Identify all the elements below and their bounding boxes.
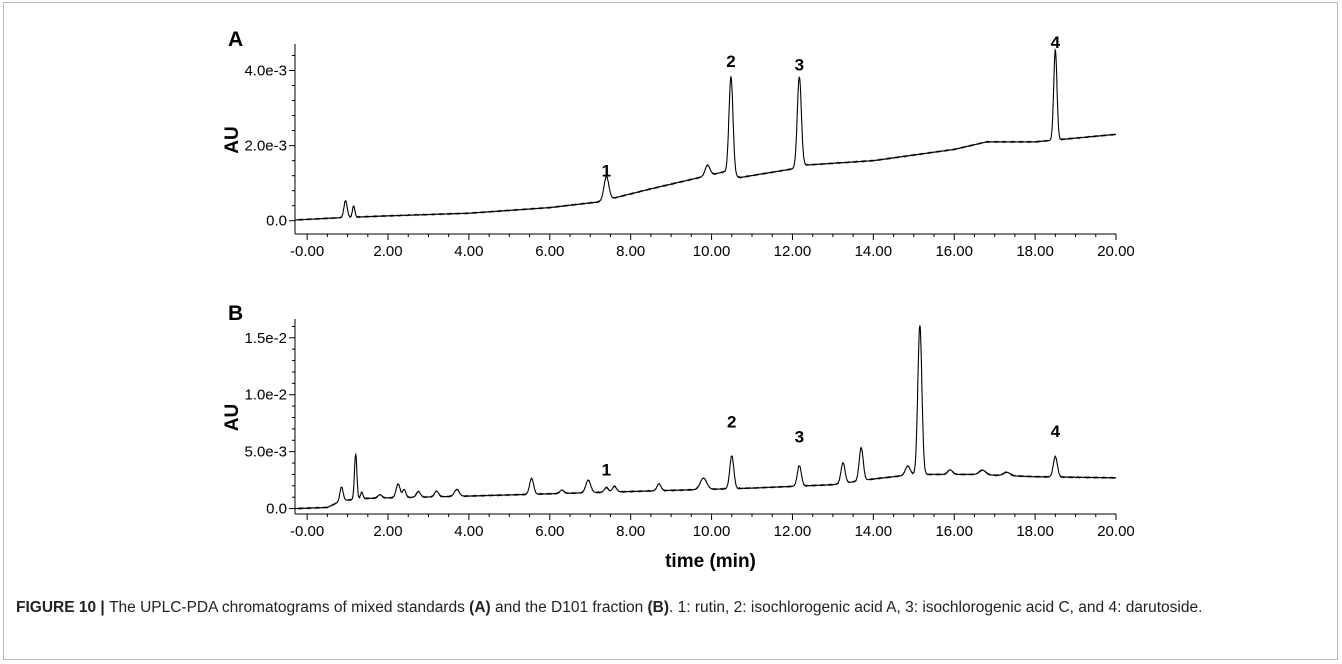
x-tick-label: 8.00 — [616, 243, 645, 260]
chromatogram-trace — [295, 325, 1117, 510]
x-tick-label: 2.00 — [373, 523, 402, 540]
x-tick-label: 14.00 — [855, 523, 893, 540]
chromatogram-figure: A-0.00 2.00 4.00 6.00 8.00 10.00 12.00 14.00 16.… — [222, 28, 1135, 572]
x-tick-label: 18.00 — [1016, 243, 1054, 260]
caption-ref-b: (B) — [647, 599, 670, 616]
y-tick-label: 0.0 — [266, 213, 287, 230]
panel-label: A — [228, 28, 243, 51]
x-tick-label: 10.00 — [693, 523, 731, 540]
x-tick-label: 12.00 — [774, 243, 812, 260]
y-tick-label: 0.0 — [266, 501, 287, 518]
y-tick-label: 1.5e-2 — [244, 330, 287, 347]
peak-label: 4 — [1051, 33, 1061, 52]
x-tick-label: -0.00 — [290, 243, 324, 260]
caption-label: FIGURE 10 — [16, 599, 97, 616]
caption-text-2: and the D101 fraction — [490, 599, 648, 616]
y-tick-label: 1.0e-2 — [244, 387, 287, 404]
figure-frame — [3, 2, 1338, 660]
x-tick-label: 20.00 — [1097, 523, 1135, 540]
panel-b-chart: B -0.00 2.00 4.00 6.00 8.00 10.00 12.00 14.00 16.… — [222, 302, 1135, 572]
x-tick-label: 16.00 — [935, 243, 973, 260]
peak-label: 3 — [795, 428, 804, 447]
x-tick-label: 6.00 — [535, 523, 564, 540]
x-tick-label: 14.00 — [855, 243, 893, 260]
caption-ref-a: (A) — [469, 599, 491, 616]
x-tick-label: 4.00 — [454, 243, 483, 260]
caption-text-3: . 1: rutin, 2: isochlorogenic acid A, 3:… — [669, 599, 1203, 616]
x-tick-label: 20.00 — [1097, 243, 1135, 260]
y-axis-label: AU — [222, 126, 243, 153]
x-tick-label: 10.00 — [693, 243, 731, 260]
peak-label: 4 — [1051, 422, 1061, 441]
peak-label: 1 — [602, 161, 611, 180]
caption-text-1: The UPLC-PDA chromatograms of mixed stan… — [109, 599, 470, 616]
panel-a-chart: A -0.00 2.00 4.00 6.00 8.00 10.00 12.00 14.00 16.… — [222, 28, 1135, 260]
chromatogram-trace — [295, 47, 1117, 222]
panel-label: B — [228, 302, 243, 325]
x-tick-label: 6.00 — [535, 243, 564, 260]
caption-separator: | — [96, 599, 110, 616]
figure-caption: FIGURE 10 | The UPLC-PDA chromatograms o… — [16, 597, 1326, 619]
x-tick-label: 12.00 — [774, 523, 812, 540]
x-tick-label: 16.00 — [935, 523, 973, 540]
y-axis-label: AU — [222, 404, 243, 431]
peak-label: 1 — [602, 461, 611, 480]
x-tick-label: 4.00 — [454, 523, 483, 540]
x-tick-label: 8.00 — [616, 523, 645, 540]
x-axis-label: time (min) — [665, 551, 756, 572]
peak-label: 2 — [726, 52, 735, 71]
x-tick-label: 2.00 — [373, 243, 402, 260]
x-tick-label: -0.00 — [290, 523, 324, 540]
peak-label: 2 — [727, 413, 736, 432]
y-tick-label: 2.0e-3 — [244, 138, 287, 155]
peak-label: 3 — [795, 56, 804, 75]
x-tick-label: 18.00 — [1016, 523, 1054, 540]
y-tick-label: 4.0e-3 — [244, 63, 287, 80]
y-tick-label: 5.0e-3 — [244, 444, 287, 461]
